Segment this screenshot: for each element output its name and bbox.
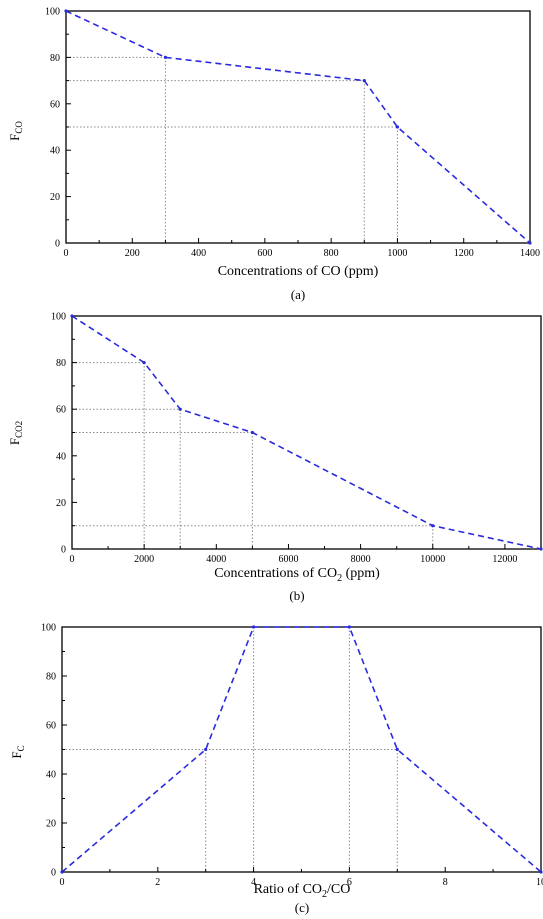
data-point [178,407,182,411]
y-tick-label: 0 [55,239,60,250]
plot-area: 0 200 400 600 800 1000 1200 1400 0 20 40 60 80 100 [45,7,540,260]
y-tick-label: 0 [51,868,56,879]
x-tick-label: 8 [443,877,448,888]
x-tick-label: 10 [536,877,543,888]
series-line [71,315,542,550]
x-tick-label: 800 [324,248,339,259]
x-tick-label: 2 [155,877,160,888]
data-point [347,625,351,629]
panel-caption: (a) [291,287,305,302]
data-point [362,79,366,83]
chart-panel-a: 0 200 400 600 800 1000 1200 1400 0 20 40 60 80 100 FC… [7,7,540,303]
y-axis-title: FCO [7,121,24,141]
panel-caption: (b) [289,588,304,603]
x-tick-label: 1200 [454,248,474,259]
x-tick-label: 4000 [206,554,226,565]
x-tick-label: 2000 [134,554,154,565]
x-tick-label: 1400 [520,248,540,259]
x-tick-label: 200 [125,248,140,259]
x-axis-title: Ratio of CO2/CO [254,882,351,900]
y-tick-label: 100 [41,623,56,634]
x-axis-title: Concentrations of CO2 (ppm) [214,566,380,584]
plot-area: 0246810020406080100 [41,623,543,889]
data-point [539,547,543,551]
y-tick-label: 100 [45,7,60,18]
data-point [70,314,74,318]
data-point [431,524,435,528]
data-point [539,870,543,874]
chart-panel-c: 0246810020406080100 FC Ratio of CO2/CO (… [9,623,543,916]
y-tick-label: 40 [50,146,60,157]
y-tick-label: 40 [46,770,56,781]
y-tick-label: 60 [50,99,60,110]
chart-panel-b: 0 2000 4000 6000 8000 10000 12000020406080100 … [7,312,543,603]
y-tick-label: 60 [56,405,66,416]
y-tick-label: 40 [56,451,66,462]
data-point [64,9,68,13]
data-point [204,747,208,752]
x-tick-label: 1000 [387,248,407,259]
data-point [395,125,400,129]
data-point [60,870,64,874]
y-tick-label: 20 [46,819,56,830]
x-tick-label: 10000 [420,554,445,565]
y-axis-title: FCO2 [7,421,24,445]
x-tick-label: 6 [347,877,352,888]
x-tick-label: 8000 [351,554,371,565]
y-tick-label: 80 [46,672,56,683]
y-tick-label: 80 [50,53,60,64]
y-tick-label: 20 [50,192,60,203]
x-tick-label: 0 [60,877,65,888]
y-tick-label: 100 [51,312,66,323]
data-point [528,241,532,245]
data-point [163,55,168,60]
panel-caption: (c) [295,900,309,915]
data-point [250,430,254,435]
x-tick-label: 0 [64,248,69,259]
data-point [395,747,399,752]
x-tick-label: 6000 [278,554,298,565]
x-axis-title: Concentrations of CO (ppm) [218,264,379,279]
x-tick-label: 4 [251,877,256,888]
x-tick-label: 400 [191,248,206,259]
data-point [252,625,256,629]
data-point [142,361,146,365]
series-line [65,10,531,244]
x-tick-label: 12000 [492,554,517,565]
y-tick-label: 60 [46,721,56,732]
x-tick-label: 600 [257,248,272,259]
y-axis-title: FC [9,745,26,758]
plot-area: 0 2000 4000 6000 8000 10000 12000 0 20 40 60 80 100 [51,312,543,565]
y-tick-label: 80 [56,358,66,369]
y-tick-label: 0 [61,545,66,556]
y-tick-label: 20 [56,498,66,509]
x-tick-label: 0 [70,554,75,565]
